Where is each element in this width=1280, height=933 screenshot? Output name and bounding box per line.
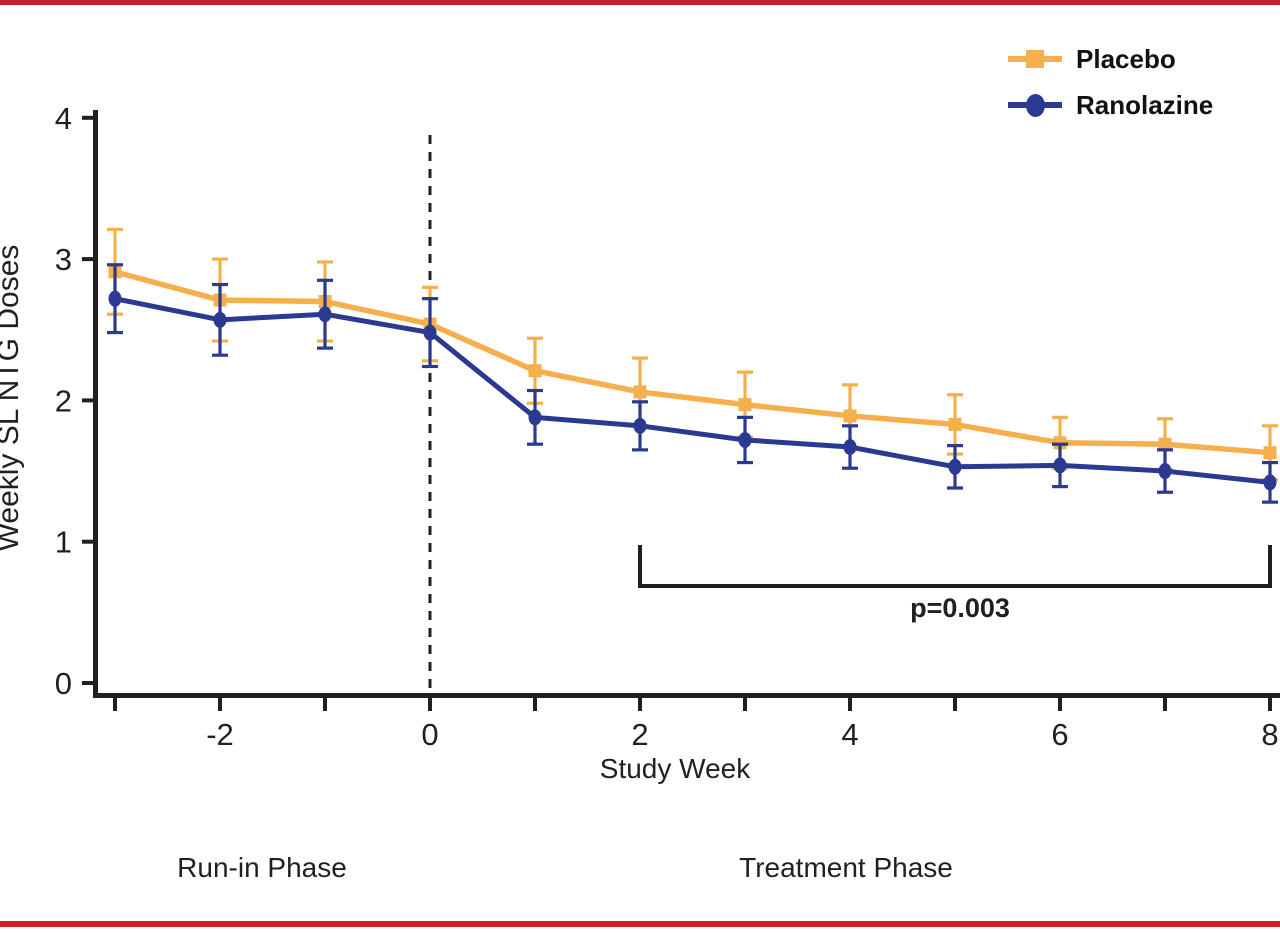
- data-point-circle: [948, 458, 962, 475]
- y-tick-label: 1: [55, 525, 72, 560]
- legend-item-ranolazine: Ranolazine: [1008, 92, 1213, 118]
- run-in-phase-label: Run-in Phase: [177, 852, 347, 883]
- y-tick-label: 3: [55, 242, 72, 277]
- ranolazine-circle-marker-icon: [1026, 94, 1045, 117]
- series-line: [114, 296, 1271, 485]
- data-point-circle: [528, 409, 542, 426]
- significance-bracket: [638, 545, 1272, 588]
- plot-area: 0 1 2 3 4 -2 0 2 4 6 8: [55, 101, 1280, 752]
- data-point-circle: [108, 290, 122, 307]
- y-tick-label: 2: [55, 383, 72, 418]
- p-value-label: p=0.003: [910, 593, 1010, 623]
- treatment-phase-label: Treatment Phase: [739, 852, 953, 883]
- ranolazine-swatch: [1008, 92, 1062, 118]
- bottom-border-rule: [0, 921, 1280, 927]
- x-tick-label: 8: [1261, 717, 1278, 752]
- data-point-square: [948, 417, 962, 431]
- y-tick-label: 0: [55, 666, 72, 701]
- data-point-circle: [1158, 463, 1172, 480]
- series-ranolazine: [107, 263, 1278, 504]
- x-tick-label: -2: [206, 717, 234, 752]
- x-tick-label: 0: [421, 717, 438, 752]
- x-tick-label: 4: [841, 717, 858, 752]
- legend-label-placebo: Placebo: [1076, 44, 1176, 74]
- data-point-circle: [1263, 474, 1277, 491]
- data-point-square: [633, 385, 647, 399]
- series-placebo: [107, 227, 1278, 482]
- x-tick-label: 6: [1051, 717, 1068, 752]
- data-point-square: [1263, 446, 1277, 460]
- data-point-circle: [213, 311, 227, 328]
- data-point-square: [843, 409, 857, 423]
- legend-item-placebo: Placebo: [1008, 46, 1213, 72]
- x-axis-title: Study Week: [599, 753, 751, 784]
- data-point-circle: [633, 417, 647, 434]
- data-point-circle: [1053, 457, 1067, 474]
- data-point-square: [1158, 437, 1172, 451]
- y-axis-title: Weekly SL NTG Doses: [0, 245, 25, 552]
- legend: Placebo Ranolazine: [1008, 46, 1213, 138]
- y-tick-label: 4: [55, 101, 72, 136]
- placebo-swatch: [1008, 46, 1062, 72]
- data-point-square: [738, 398, 752, 412]
- legend-label-ranolazine: Ranolazine: [1076, 90, 1214, 120]
- data-point-circle: [318, 306, 332, 323]
- placebo-square-marker-icon: [1026, 50, 1044, 68]
- data-point-circle: [843, 439, 857, 456]
- top-border-rule: [0, 0, 1280, 5]
- data-point-circle: [423, 324, 437, 341]
- data-point-square: [528, 364, 542, 378]
- data-point-circle: [738, 431, 752, 448]
- x-tick-label: 2: [631, 717, 648, 752]
- series-line: [114, 269, 1271, 456]
